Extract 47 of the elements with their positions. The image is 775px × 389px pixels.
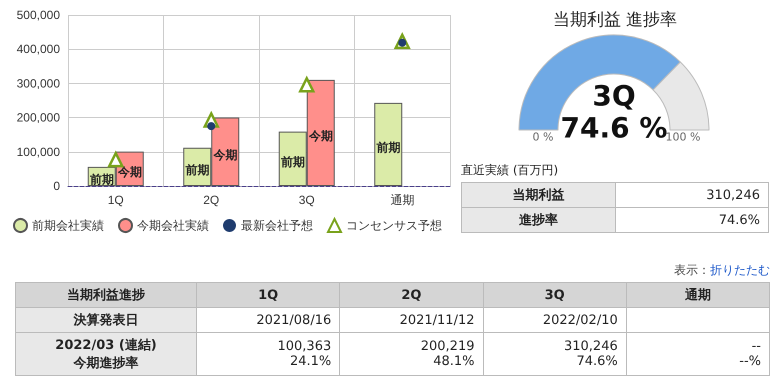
y-tick-label: 100,000 [16,144,60,159]
text: 2021/11/12 [400,312,474,328]
x-tick-label: 2Q [203,193,220,207]
category-label: 3Q [483,282,626,308]
category-label: 通期 [626,282,770,308]
category-label: 2022/03 (連結) 今期進捗率 [55,338,157,371]
chart-title: 当期利益 進捗率 [552,9,678,31]
text: 当期利益進捗 [16,282,196,308]
category-label: 1Q [196,282,340,308]
legend-label: 今期会社実績 [137,218,209,232]
text: 表示： [674,263,710,277]
category-label: 2Q [340,282,483,308]
category-label: 決算発表日 [74,313,138,328]
text: 0 % [532,130,554,144]
data-label: 前期 [184,162,210,177]
text: 折りたたむ [710,263,770,277]
text: 74.6% [718,212,760,228]
y-tick-label: 500,000 [16,8,60,22]
category-label: 当期利益 [512,188,564,203]
text: 74.6 % [560,112,668,144]
text: 100 % [666,130,700,144]
text: 3Q [592,80,636,112]
text: 200,219 48.1% [420,339,474,369]
y-tick-label: 0 [53,179,60,193]
y-tick-label: 300,000 [16,76,60,90]
legend-label: 前期会社実績 [32,218,104,232]
text: 2022/02/10 [542,312,618,328]
y-tick-label: 400,000 [16,42,60,56]
legend-label: コンセンサス予想 [346,218,442,232]
text: 直近実績 (百万円) [461,162,560,179]
x-tick-label: 3Q [298,193,315,207]
data-label: 今期 [308,128,333,143]
legend-label: 最新会社予想 [241,218,313,232]
y-tick-label: 200,000 [16,110,60,125]
data-label: 前期 [280,154,305,169]
text: 310,246 74.6% [564,339,618,369]
x-tick-label: 通期 [390,193,414,207]
data-label: 今期 [212,148,238,162]
text: 100,363 24.1% [277,339,332,369]
text: 310,246 [706,188,760,202]
x-tick-label: 1Q [108,193,124,207]
data-label: 今期 [116,164,142,179]
text: -- --% [739,339,761,369]
data-label: 前期 [88,172,114,186]
text: 2021/08/16 [256,312,332,328]
data-label: 前期 [375,140,400,154]
category-label: 進捗率 [518,213,558,228]
